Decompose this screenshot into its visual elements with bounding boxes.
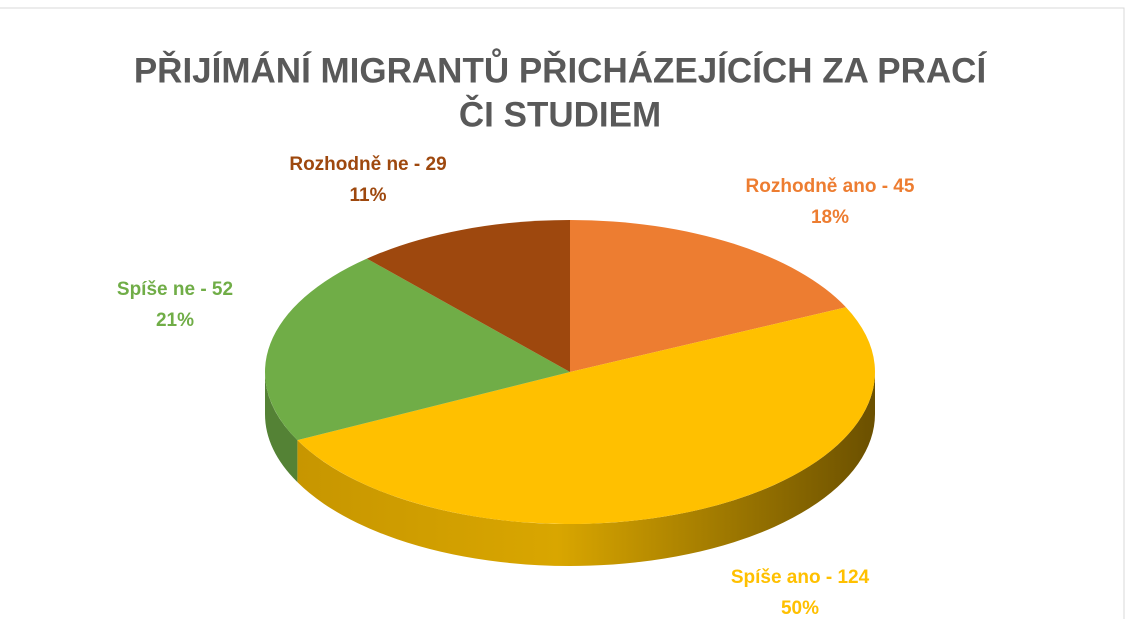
slice xyxy=(297,307,875,524)
slice-side xyxy=(297,372,875,567)
percent-label: 21% xyxy=(156,310,194,331)
chart-title: ČI STUDIEM xyxy=(459,94,661,134)
slice xyxy=(570,220,846,372)
data-label: Spíše ano - 124 xyxy=(731,567,870,588)
data-label: Rozhodně ano - 45 xyxy=(746,176,915,197)
slice xyxy=(265,258,570,441)
slice-side xyxy=(265,372,298,483)
percent-label: 50% xyxy=(781,598,819,619)
data-label: Spíše ne - 52 xyxy=(117,279,233,300)
chart-frame xyxy=(0,7,1125,619)
chart-title: PŘIJÍMÁNÍ MIGRANTŮ PŘICHÁZEJÍCÍCH ZA PRA… xyxy=(134,47,988,90)
slice xyxy=(366,220,570,372)
data-label: Rozhodně ne - 29 xyxy=(289,154,446,175)
percent-label: 18% xyxy=(811,207,849,228)
percent-label: 11% xyxy=(350,185,387,206)
